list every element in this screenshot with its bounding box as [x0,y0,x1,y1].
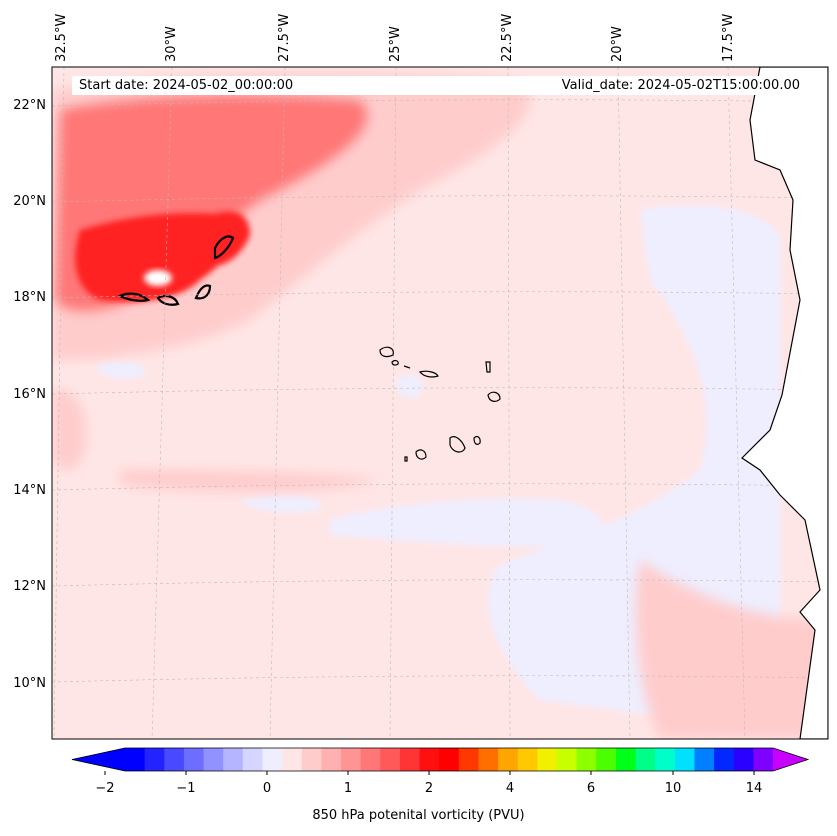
colorbar-min-extension [72,748,125,771]
colorbar-segment [517,748,538,771]
colorbar-segment [262,748,283,771]
colorbar-segment [694,748,715,771]
colorbar-segment [714,748,735,771]
colorbar-segment [203,748,224,771]
latitude-label: 14°N [13,483,46,498]
colorbar-segment [458,748,479,771]
colorbar-segment [733,748,754,771]
colorbar-segment [576,748,597,771]
colorbar-tick-label: −2 [95,781,115,796]
colorbar-tick-label: 4 [505,781,515,796]
colorbar-tick-label: 2 [424,781,434,796]
colorbar-segment [242,748,263,771]
colorbar-segment [321,748,342,771]
colorbar-segment [144,748,165,771]
colorbar [71,747,810,775]
colorbar-max-extension [773,748,808,771]
colorbar-segment [674,748,695,771]
colorbar-segment [615,748,637,771]
colorbar-segment [596,748,617,771]
low-pv-field [95,205,780,721]
high-pv-core [75,211,250,302]
colorbar-segment [164,748,185,771]
colorbar-segment [537,748,558,771]
latitude-label: 16°N [13,387,46,402]
colorbar-segment [125,748,146,771]
colorbar-segment [439,748,460,771]
colorbar-segment [360,748,381,771]
colorbar-segment [419,748,440,771]
colorbar-tick-label: 6 [586,781,596,796]
colorbar-tick-label: −1 [176,781,196,796]
africa-landmass [741,67,828,739]
longitude-label: 25°W [388,26,403,62]
latitude-label: 12°N [13,579,46,594]
longitude-label: 30°W [164,26,179,62]
colorbar-segment [498,748,519,771]
longitude-label: 27.5°W [277,13,292,62]
colorbar-segment [301,748,322,771]
colorbar-tick-label: 14 [745,781,763,796]
colorbar-outline [71,747,810,772]
longitude-label: 32.5°W [54,13,69,62]
latitude-label: 10°N [13,676,46,691]
colorbar-segment [380,748,401,771]
colorbar-segment [282,748,303,771]
colorbar-segment [223,748,244,771]
info-box [72,76,808,95]
pv-maximum [144,270,172,286]
pv-contours [117,235,235,306]
colorbar-tick-label: 1 [343,781,353,796]
colorbar-tick-label: 10 [664,781,682,796]
latitude-label: 20°N [13,194,46,209]
colorbar-tick-label: 0 [262,781,272,796]
longitude-label: 20°W [610,26,625,62]
colorbar-segment [341,748,362,771]
map-frame [51,66,829,740]
cape-verde-islands [379,346,501,462]
colorbar-label: 850 hPa potenital vorticity (PVU) [312,808,525,823]
graticule [52,67,828,739]
colorbar-segment [183,748,205,771]
latitude-label: 22°N [13,98,46,113]
colorbar-segment [753,748,774,771]
valid-date-label: Valid_date: 2024-05-02T15:00:00.00 [561,78,800,93]
start-date-label: Start date: 2024-05-02_00:00:00 [79,78,294,93]
colorbar-segment [635,748,656,771]
latitude-label: 18°N [13,290,46,305]
colorbar-segment [557,748,578,771]
longitude-label: 17.5°W [721,13,736,62]
colorbar-segment [478,748,499,771]
colorbar-segment [655,748,676,771]
colorbar-segment [399,748,421,771]
longitude-label: 22.5°W [500,13,515,62]
